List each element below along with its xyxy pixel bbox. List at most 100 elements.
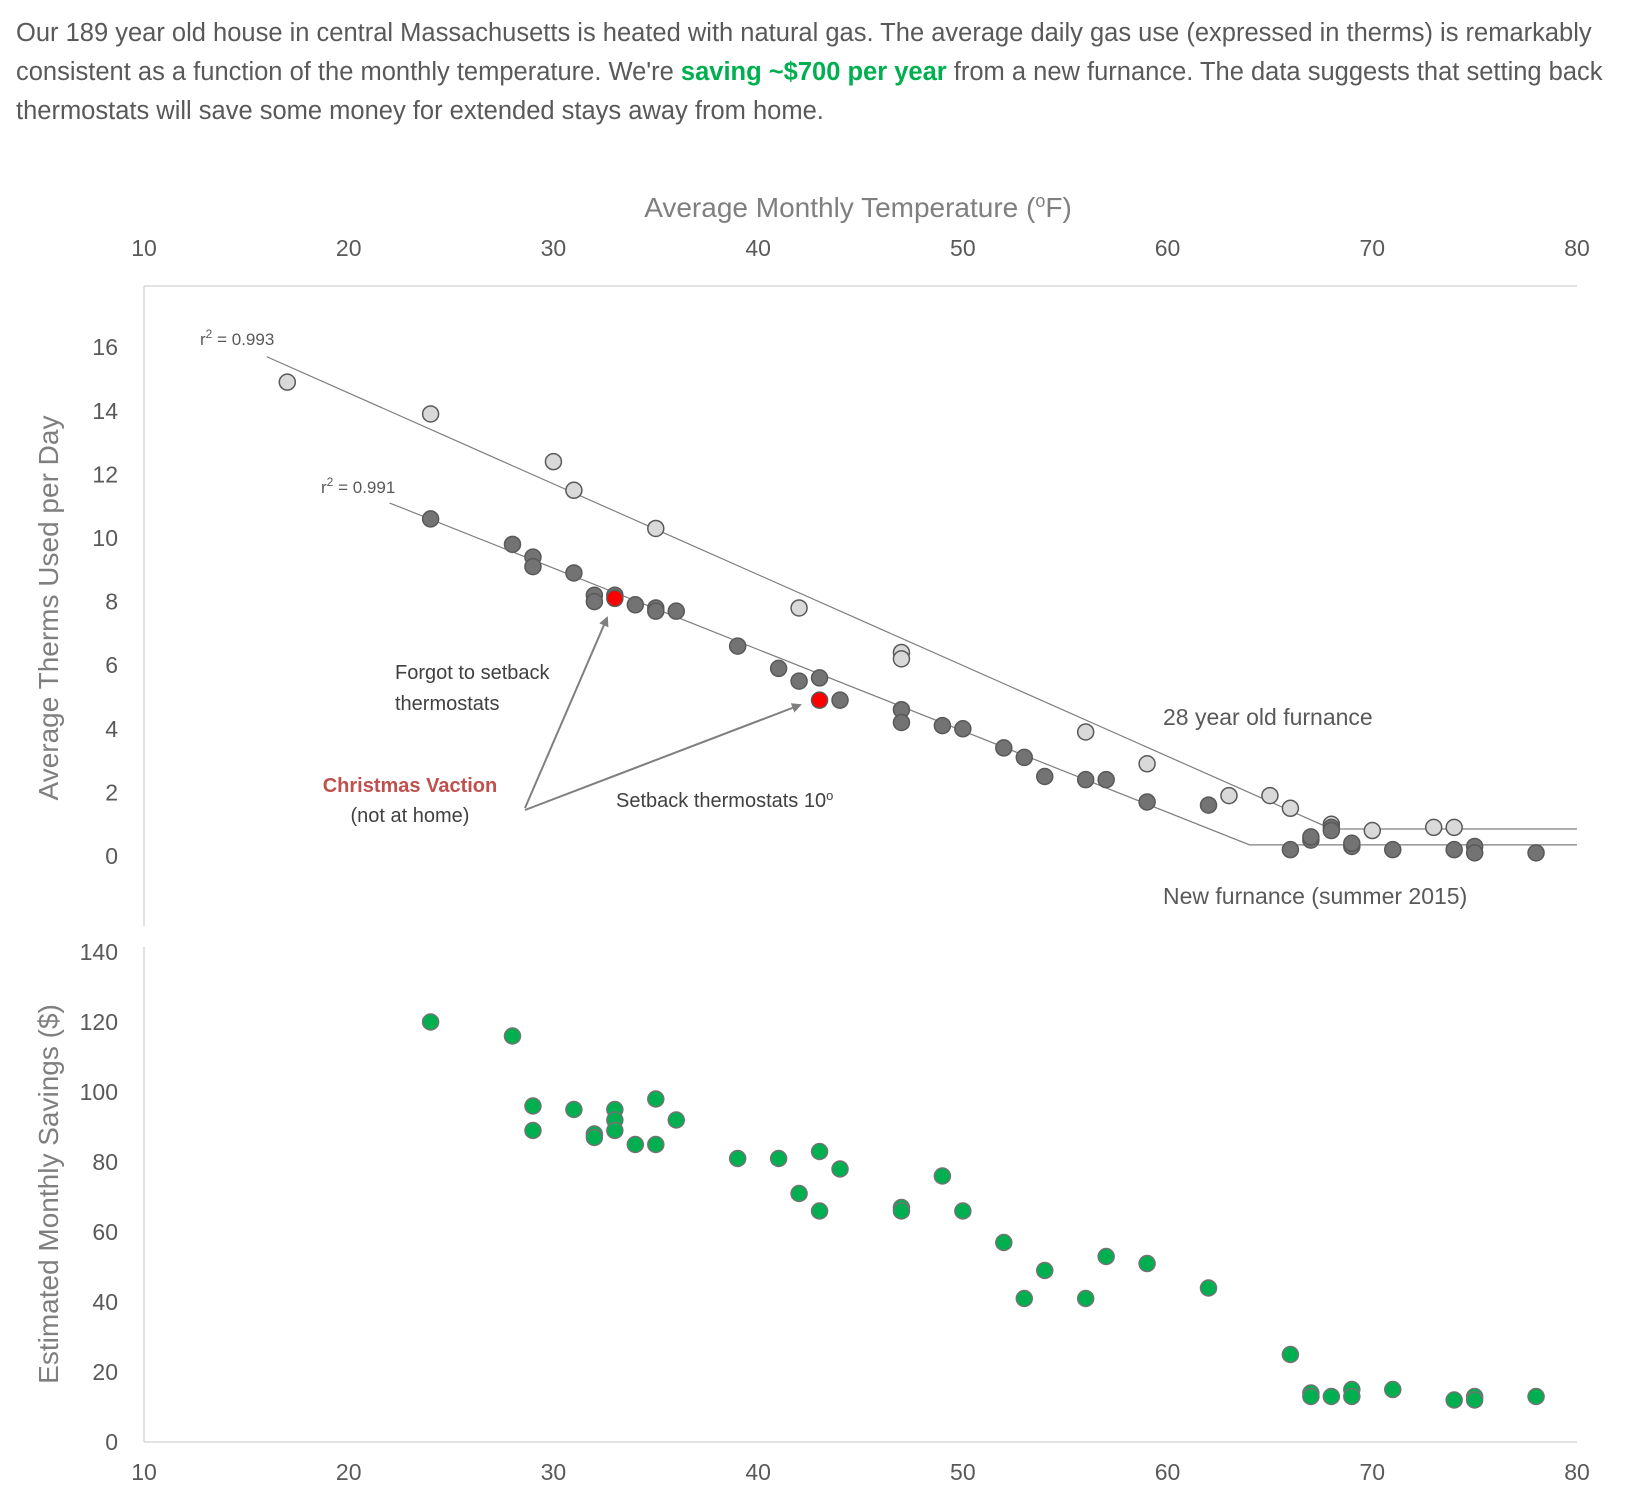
point-monthly-savings [1343, 1387, 1361, 1406]
point-new-furnace [585, 592, 604, 611]
note-setback: Setback thermostats 10o [616, 788, 833, 813]
point-monthly-savings [1527, 1387, 1545, 1406]
point-new-furnace [995, 739, 1013, 757]
point-christmas-vacation [810, 691, 829, 709]
point-new-furnace [1302, 828, 1320, 846]
therms-points [278, 373, 1545, 862]
point-new-furnace [1097, 770, 1115, 789]
point-old-furnace [892, 650, 911, 668]
top-x-tick-label: 20 [336, 235, 362, 261]
intro-text-end: from a new furnance. The data suggests t… [16, 58, 1603, 125]
point-monthly-savings [1076, 1289, 1095, 1308]
bottom-x-tick-label: 70 [1359, 1459, 1385, 1485]
top-y-tick-labels: 0 2 4 6 8 10 12 14 16 [92, 334, 118, 869]
point-new-furnace [1322, 821, 1341, 840]
point-monthly-savings [728, 1149, 747, 1168]
point-monthly-savings [954, 1202, 972, 1220]
bottom-x-tick-label: 20 [336, 1459, 362, 1485]
y-axis-title-savings: Estimated Monthly Savings ($) [33, 1004, 64, 1384]
point-new-furnace [1199, 796, 1218, 814]
point-monthly-savings [1302, 1387, 1320, 1406]
top-y-tick-label: 16 [92, 334, 118, 360]
point-new-furnace [1343, 834, 1361, 853]
bottom-x-tick-label: 10 [131, 1459, 157, 1485]
point-monthly-savings [831, 1160, 849, 1178]
point-monthly-savings [810, 1142, 829, 1161]
point-new-furnace [421, 510, 440, 528]
trendline-old-furnace [266, 356, 1577, 830]
top-y-tick-label: 0 [105, 843, 118, 869]
point-new-furnace [1015, 748, 1034, 767]
point-monthly-savings [1015, 1289, 1034, 1308]
point-new-furnace [1035, 767, 1054, 786]
r2-label-old: r2 = 0.993 [200, 327, 274, 349]
point-monthly-savings [565, 1100, 583, 1119]
point-old-furnace [790, 599, 808, 617]
arrow-to-forgot-point [524, 616, 609, 809]
point-monthly-savings [790, 1184, 808, 1203]
x-axis-title-temperature: Average Monthly Temperature (oF) [644, 191, 1072, 223]
bottom-y-tick-label: 60 [92, 1219, 118, 1245]
savings-chart: 0 20 40 60 80 100 120 140 10 20 30 40 50 60 70 80 Esti… [33, 939, 1590, 1485]
top-y-tick-label: 2 [105, 779, 118, 805]
point-new-furnace [565, 564, 583, 582]
bottom-y-tick-label: 100 [80, 1079, 118, 1105]
point-new-furnace [524, 557, 542, 576]
arrow-to-setback-point [524, 703, 802, 811]
top-x-tick-label: 30 [541, 235, 567, 261]
point-monthly-savings [503, 1027, 522, 1045]
point-monthly-savings [606, 1121, 624, 1140]
point-new-furnace [790, 672, 808, 690]
point-monthly-savings [995, 1233, 1013, 1252]
point-monthly-savings [524, 1121, 542, 1140]
point-new-furnace [728, 637, 747, 655]
savings-highlight: saving ~$700 per year [680, 58, 947, 86]
bottom-x-tick-labels: 10 20 30 40 50 60 70 80 [131, 1459, 1590, 1485]
point-old-furnace [1076, 723, 1095, 741]
intro-text-start: Our 189 year old house in central Massac… [16, 19, 1592, 86]
point-new-furnace [647, 602, 665, 620]
note-forgot-line1: Forgot to setback [395, 662, 551, 684]
top-y-tick-label: 6 [105, 652, 118, 678]
point-monthly-savings [647, 1135, 665, 1154]
point-monthly-savings [1445, 1391, 1463, 1409]
point-old-furnace [1138, 755, 1156, 773]
bottom-y-tick-label: 120 [80, 1009, 118, 1035]
point-old-furnace [278, 373, 297, 391]
note-forgot-line2: thermostats [395, 693, 499, 715]
point-monthly-savings [585, 1128, 604, 1147]
intro-paragraph: Our 189 year old house in central Massac… [16, 14, 1616, 131]
label-new-furnace: New furnance (summer 2015) [1163, 883, 1467, 909]
top-x-tick-label: 60 [1155, 235, 1181, 261]
point-monthly-savings [933, 1167, 952, 1185]
bottom-y-tick-label: 40 [92, 1289, 118, 1315]
bottom-y-tick-label: 0 [105, 1429, 118, 1455]
point-new-furnace [1465, 844, 1484, 862]
bottom-x-tick-label: 50 [950, 1459, 976, 1485]
label-old-furnace: 28 year old furnance [1163, 704, 1373, 730]
bottom-y-tick-label: 20 [92, 1359, 118, 1385]
point-new-furnace [769, 659, 788, 678]
point-old-furnace [544, 452, 563, 471]
point-new-furnace [810, 669, 829, 687]
point-new-furnace [1281, 840, 1300, 859]
point-monthly-savings [1097, 1247, 1115, 1266]
point-old-furnace [647, 519, 665, 538]
top-x-tick-label: 10 [131, 235, 157, 261]
point-new-furnace [831, 691, 849, 709]
point-monthly-savings [1465, 1391, 1484, 1409]
point-new-furnace [954, 720, 972, 738]
point-new-furnace [1138, 793, 1156, 811]
top-x-tick-label: 50 [950, 235, 976, 261]
top-x-tick-label: 70 [1359, 235, 1385, 261]
point-old-furnace [1445, 818, 1463, 837]
point-new-furnace [667, 602, 686, 620]
y-axis-title-therms: Average Therms Used per Day [33, 416, 64, 801]
point-new-furnace [933, 716, 952, 735]
note-christmas-sub: (not at home) [351, 805, 470, 827]
point-monthly-savings [1199, 1279, 1218, 1297]
point-new-furnace [626, 596, 645, 614]
point-monthly-savings [1138, 1254, 1156, 1273]
point-new-furnace [1527, 844, 1545, 862]
top-y-tick-label: 8 [105, 589, 118, 615]
